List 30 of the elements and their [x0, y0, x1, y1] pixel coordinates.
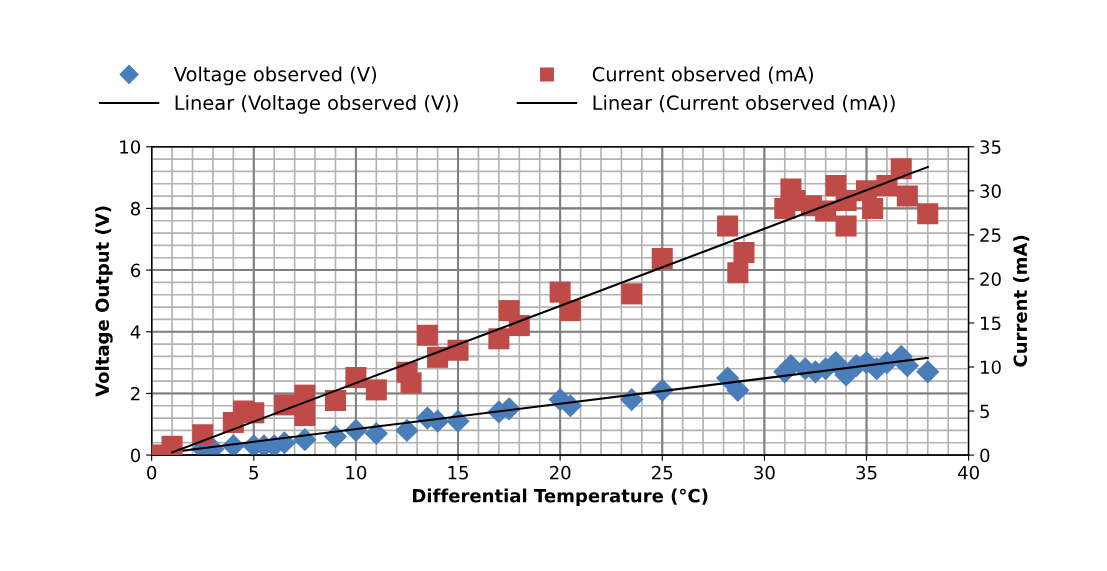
y2-axis-title: Current (mA): [1013, 235, 1030, 367]
legend-label: Current observed (mA): [592, 66, 813, 84]
y-tick-label: 2: [131, 386, 140, 401]
y2-tick-label: 25: [980, 228, 1001, 242]
x-tick-label: 20: [549, 465, 571, 480]
y2-tick-label: 15: [981, 316, 1001, 331]
x-tick-label: 15: [448, 466, 468, 480]
x-tick-label: 25: [652, 465, 673, 480]
x-tick-label: 10: [346, 465, 367, 480]
y-tick-label: 4: [130, 325, 141, 339]
x-tick-label: 40: [958, 465, 979, 480]
y2-tick-label: 10: [981, 360, 1001, 375]
y2-tick-label: 5: [980, 404, 989, 419]
x-tick-label: 0: [147, 465, 157, 480]
x-tick-label: 5: [249, 466, 258, 480]
legend-label: Voltage observed (V): [173, 66, 377, 86]
y2-tick-label: 30: [980, 184, 1001, 198]
y-axis-title: Voltage Output (V): [95, 206, 113, 397]
y2-tick-label: 0: [980, 448, 990, 463]
x-tick-label: 30: [754, 465, 775, 480]
y-tick-label: 8: [130, 201, 141, 216]
y-tick-label: 6: [131, 263, 141, 278]
legend-label: Linear (Current observed (mA)): [593, 95, 895, 113]
legend-label: Linear (Voltage observed (V)): [175, 95, 458, 114]
x-tick-label: 35: [856, 465, 877, 480]
y-tick-label: 0: [130, 448, 141, 463]
y2-tick-label: 20: [980, 272, 1001, 287]
y-tick-label: 10: [120, 140, 141, 154]
x-axis-title: Differential Temperature (°C): [413, 488, 708, 507]
y2-tick-label: 35: [980, 140, 1001, 154]
